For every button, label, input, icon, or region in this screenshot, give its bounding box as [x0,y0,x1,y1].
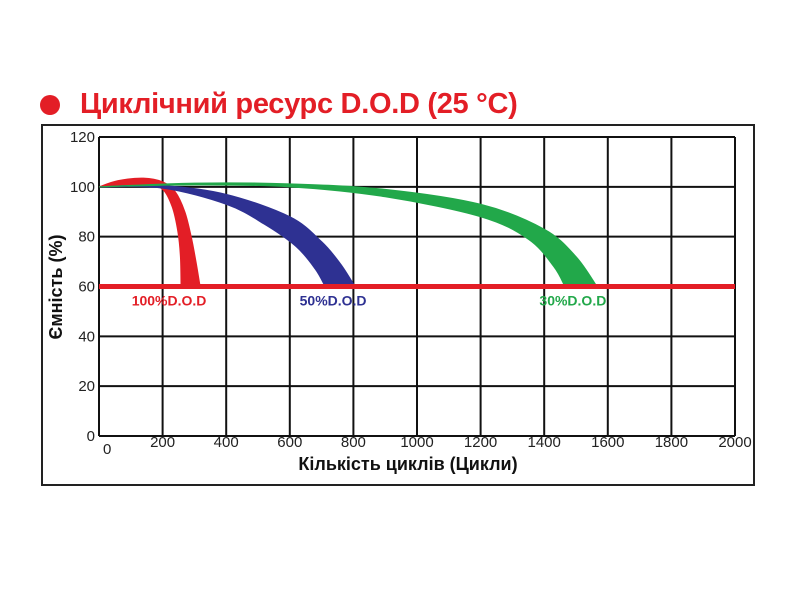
y-tick-label: 80 [78,229,95,246]
series-label: 50%D.O.D [300,293,367,309]
x-tick-label: 0 [103,441,111,458]
x-tick-label: 600 [277,434,302,451]
y-axis-label: Ємність (%) [46,235,66,340]
x-tick-label: 800 [341,434,366,451]
y-tick-label: 60 [78,279,95,296]
x-tick-label: 1400 [528,434,561,451]
x-axis-label: Кількість циклів (Цикли) [298,454,517,474]
y-tick-label: 100 [70,179,95,196]
x-tick-label: 1600 [591,434,624,451]
x-tick-label: 400 [214,434,239,451]
series-label: 30%D.O.D [539,293,606,309]
x-tick-label: 1200 [464,434,497,451]
x-tick-label: 1000 [400,434,433,451]
y-tick-label: 0 [87,428,95,445]
series-label: 100%D.O.D [132,293,207,309]
y-tick-label: 120 [70,129,95,146]
x-tick-label: 200 [150,434,175,451]
x-tick-label: 2000 [718,434,751,451]
chart-title: Циклічний ресурс D.O.D (25 °C) [80,88,518,120]
y-tick-label: 40 [78,328,95,345]
band-100-d-o-d [98,177,201,287]
x-tick-label: 1800 [655,434,688,451]
bullet-dot-icon [40,94,60,115]
title-row: Циклічний ресурс D.O.D (25 °C) [40,88,518,121]
y-tick-label: 20 [78,378,95,395]
chart-frame [41,124,755,486]
